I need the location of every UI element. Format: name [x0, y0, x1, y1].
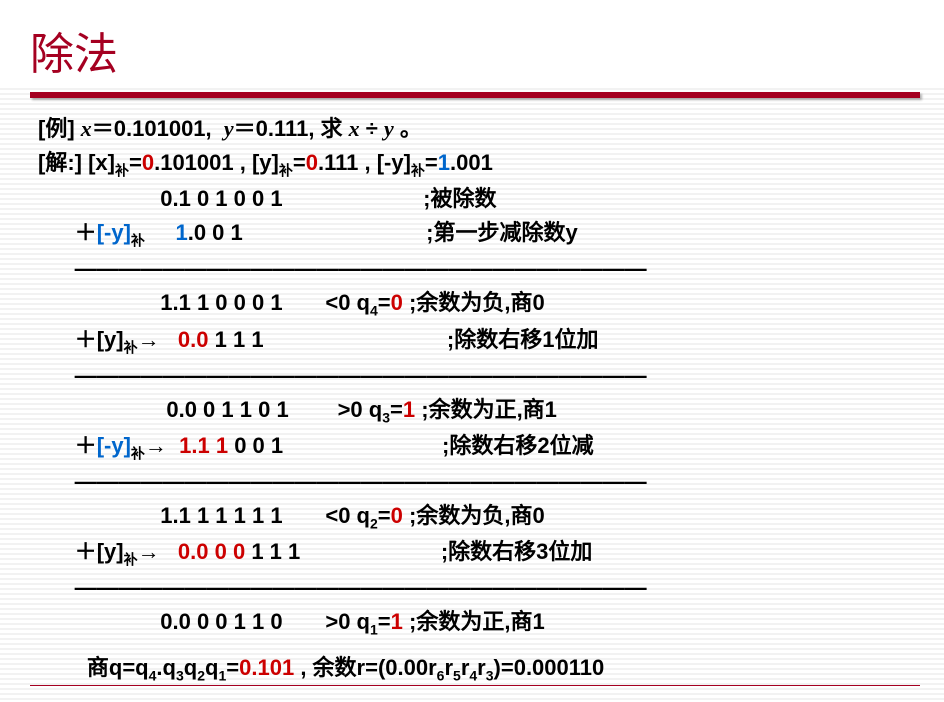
- title-bar: 除法: [0, 0, 944, 88]
- step-row: ＋[-y]补→ 1.1 1 0 0 1 ;除数右移2位减: [38, 429, 914, 465]
- step-row: 1.1 1 1 1 1 1 <0 q2=0 ;余数为负,商0: [38, 499, 914, 535]
- bottom-rule: [30, 685, 920, 687]
- step-row: ＋[y]补→ 0.0 0 0 1 1 1 ;除数右移3位加: [38, 535, 914, 571]
- step-row: 1.1 1 0 0 0 1 <0 q4=0 ;余数为负,商0: [38, 286, 914, 322]
- slide-body: [例] x＝0.101001, y＝0.111, 求 x ÷ y 。 [解:] …: [0, 98, 944, 697]
- divider: ——————————————————————————: [38, 571, 914, 605]
- divider: ——————————————————————————: [38, 359, 914, 393]
- divider: ——————————————————————————: [38, 465, 914, 499]
- step-row: ＋[-y]补 1.0 0 1 ;第一步减除数y: [38, 216, 914, 252]
- solution-line: [解:] [x]补=0.101001 , [y]补=0.111 , [-y]补=…: [38, 146, 914, 182]
- step-row: 0.1 0 1 0 0 1 ;被除数: [38, 182, 914, 216]
- step-row: 0.0 0 1 1 0 1 >0 q3=1 ;余数为正,商1: [38, 393, 914, 429]
- step-row: ＋[y]补→ 0.0 1 1 1 ;除数右移1位加: [38, 323, 914, 359]
- example-line: [例] x＝0.101001, y＝0.111, 求 x ÷ y 。: [38, 112, 914, 146]
- result-line: 商q=q4.q3q2q1=0.101 , 余数r=(0.00r6r5r4r3)=…: [38, 651, 914, 687]
- slide-title: 除法: [30, 30, 118, 79]
- spacer: [38, 641, 914, 651]
- divider: ——————————————————————————: [38, 252, 914, 286]
- step-row: 0.0 0 0 1 1 0 >0 q1=1 ;余数为正,商1: [38, 605, 914, 641]
